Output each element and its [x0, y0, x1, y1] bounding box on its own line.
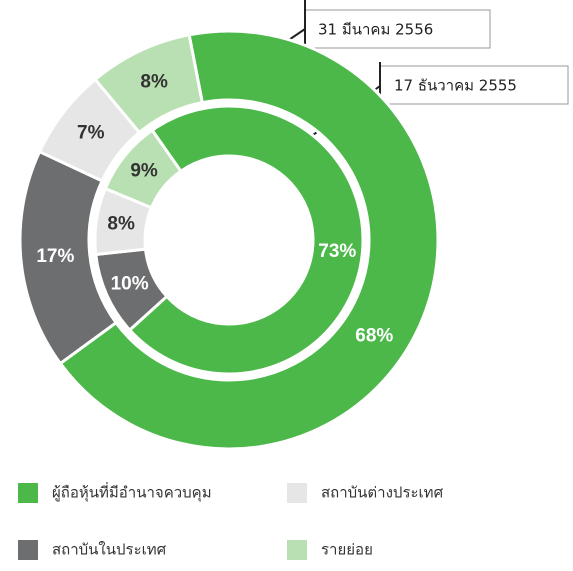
- callout-label: 17 ธันวาคม 2555: [394, 77, 517, 95]
- legend-label: ผู้ถือหุ้นที่มีอำนาจควบคุม: [52, 482, 212, 503]
- data-label: 73%: [318, 241, 356, 262]
- data-label: 10%: [111, 274, 149, 295]
- legend-label: สถาบันต่างประเทศ: [321, 484, 444, 502]
- callout-box: [304, 9, 491, 49]
- data-label: 17%: [36, 246, 74, 267]
- legend-label: สถาบันในประเทศ: [52, 541, 167, 559]
- legend-label: รายย่อย: [321, 541, 373, 559]
- data-label: 8%: [140, 71, 168, 92]
- legend-swatch: [287, 540, 307, 560]
- donut-segment: [127, 104, 365, 376]
- legend-swatch: [18, 483, 38, 503]
- data-label: 7%: [77, 123, 105, 144]
- labels: 68% 17% 7% 8% 73% 10% 8% 9%: [36, 71, 393, 346]
- donut-segment: [93, 33, 205, 135]
- legend-swatch: [287, 483, 307, 503]
- callout-label: 31 มีนาคม 2556: [318, 21, 433, 39]
- callout-box: [379, 65, 569, 105]
- data-label: 8%: [107, 213, 135, 234]
- data-label: 68%: [355, 326, 393, 347]
- legend-swatch: [18, 540, 38, 560]
- donut-segment: [103, 128, 183, 210]
- donut-segment: [58, 29, 440, 451]
- data-label: 9%: [130, 161, 158, 182]
- donut: [18, 29, 440, 451]
